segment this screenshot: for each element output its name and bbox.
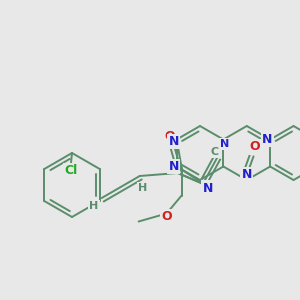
Text: C: C <box>211 147 219 157</box>
Text: N: N <box>168 135 179 148</box>
Text: N: N <box>168 160 179 173</box>
Text: H: H <box>89 201 98 211</box>
Text: N: N <box>242 169 252 182</box>
Text: N: N <box>202 182 213 194</box>
Text: N: N <box>262 133 272 146</box>
Text: O: O <box>164 130 175 142</box>
Text: Cl: Cl <box>64 164 78 178</box>
Text: H: H <box>138 183 147 193</box>
Text: N: N <box>220 139 230 149</box>
Text: O: O <box>161 210 172 223</box>
Text: O: O <box>250 140 260 154</box>
